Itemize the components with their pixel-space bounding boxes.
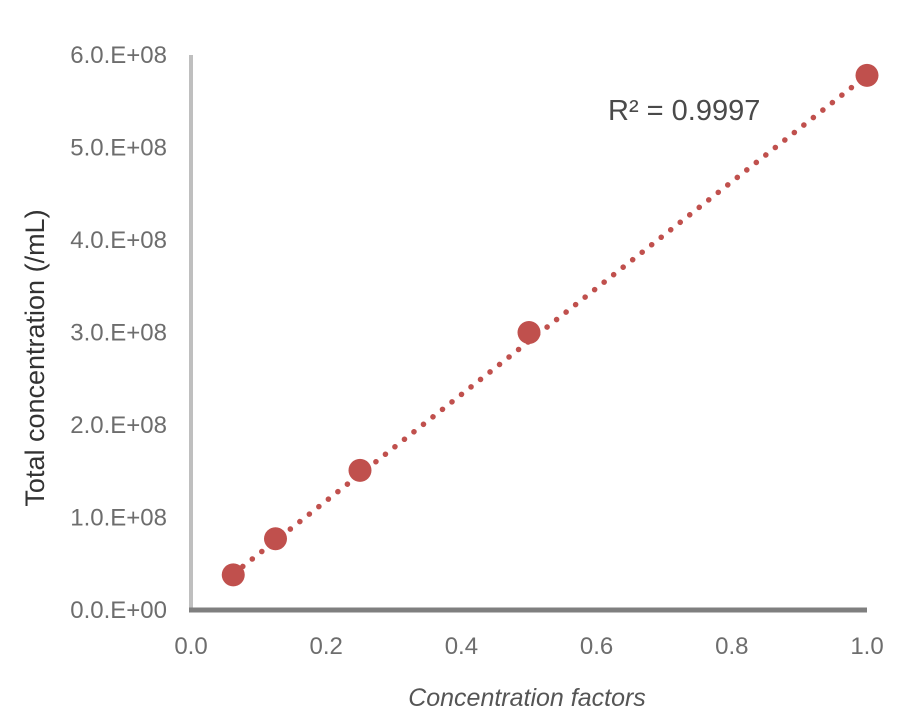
x-tick-label: 1.0 bbox=[850, 633, 883, 660]
trendline-layer bbox=[230, 72, 870, 577]
y-tick-label: 3.0.E+08 bbox=[70, 320, 167, 347]
data-point bbox=[264, 527, 287, 551]
x-axis-title: Concentration factors bbox=[408, 684, 646, 712]
y-tick-label: 6.0.E+08 bbox=[70, 42, 167, 69]
x-tick-label: 0.8 bbox=[715, 633, 748, 660]
points-layer bbox=[221, 63, 879, 587]
x-tick-label: 0.6 bbox=[580, 633, 613, 660]
x-tick-label: 0.4 bbox=[445, 633, 478, 660]
trendline bbox=[230, 72, 870, 577]
ticks-layer: 0.0.E+00 1.0.E+08 2.0.E+08 3.0.E+08 4.0.E+08… bbox=[70, 42, 883, 660]
axes-layer bbox=[189, 55, 867, 613]
y-axis-title: Total concentration (/mL) bbox=[20, 209, 50, 506]
y-tick-label: 2.0.E+08 bbox=[70, 412, 167, 439]
x-tick-label: 0.0 bbox=[174, 633, 207, 660]
y-tick-label: 4.0.E+08 bbox=[70, 227, 167, 254]
y-tick-label: 5.0.E+08 bbox=[70, 135, 167, 162]
y-tick-label: 1.0.E+08 bbox=[70, 505, 167, 532]
data-point bbox=[855, 63, 879, 87]
r-squared-annotation: R² = 0.9997 bbox=[608, 95, 760, 127]
data-point bbox=[221, 563, 245, 587]
data-point bbox=[348, 458, 372, 482]
x-tick-label: 0.2 bbox=[310, 633, 343, 660]
data-point bbox=[517, 321, 541, 344]
y-tick-label: 0.0.E+00 bbox=[70, 597, 167, 624]
